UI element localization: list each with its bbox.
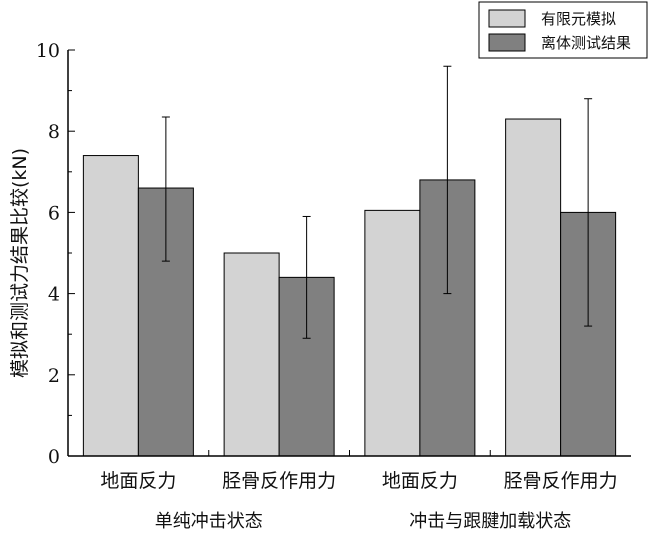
y-tick-label-3: 6 [48, 202, 60, 224]
bar-simulation-0 [82, 155, 139, 457]
y-axis-label: 模拟和测试力结果比较(kN) [9, 148, 31, 378]
legend-label-test: 离体测试结果 [541, 34, 631, 52]
y-tick-label-0: 0 [48, 446, 60, 468]
axes [67, 49, 631, 457]
y-tick-label-5: 10 [36, 40, 60, 62]
group-label-0: 单纯冲击状态 [155, 511, 263, 532]
x-tick-label-2: 地面反力 [382, 470, 458, 492]
bar-simulation-1 [223, 252, 280, 457]
y-tick-label-1: 2 [48, 365, 60, 387]
x-tick-label-1: 胫骨反作用力 [222, 470, 336, 492]
group-label-1: 冲击与跟腱加载状态 [409, 511, 571, 532]
bars [82, 118, 617, 457]
y-tick-label-4: 8 [48, 121, 60, 143]
legend: 有限元模拟 离体测试结果 [478, 1, 648, 59]
legend-label-simulation: 有限元模拟 [541, 10, 616, 28]
x-tick-label-0: 地面反力 [100, 470, 176, 492]
x-tick-label-3: 胫骨反作用力 [504, 470, 618, 492]
bar-simulation-2 [364, 209, 421, 457]
legend-swatch-test [488, 33, 526, 52]
bar-simulation-3 [505, 118, 562, 457]
y-tick-label-2: 4 [48, 284, 60, 306]
error-bars [161, 65, 593, 339]
legend-swatch-simulation [488, 9, 526, 28]
